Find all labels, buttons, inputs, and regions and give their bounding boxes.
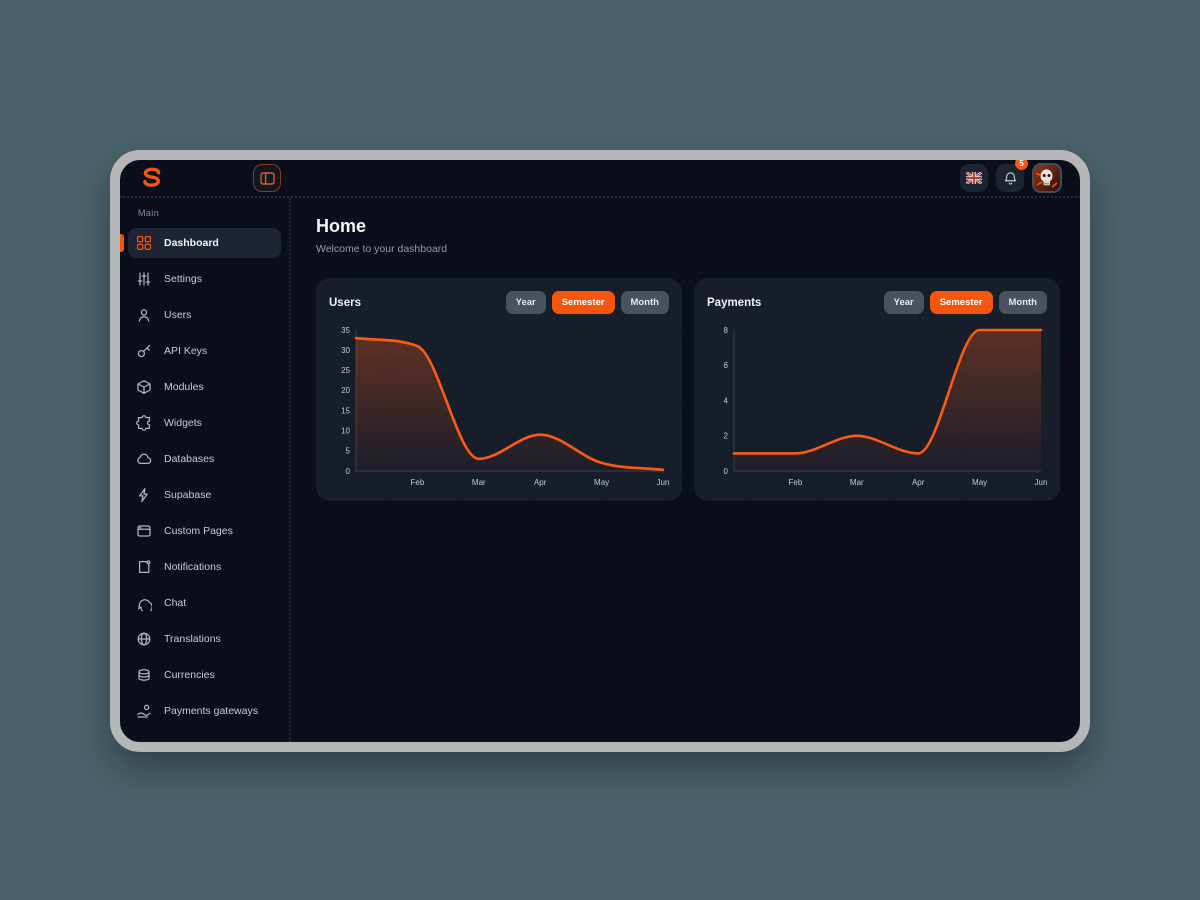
sidebar-item-custom-pages[interactable]: Custom Pages [128,516,281,546]
users-filter-semester[interactable]: Semester [551,291,615,314]
svg-text:20: 20 [341,386,350,395]
sidebar-item-label: Payments gateways [164,705,258,717]
cloud-icon [136,451,152,467]
sidebar-item-widgets[interactable]: Widgets [128,408,281,438]
svg-text:35: 35 [341,326,350,335]
payments-filter-semester[interactable]: Semester [929,291,993,314]
users-chart: 0 5 10 15 20 25 30 35 Feb Mar Apr May Jun [341,326,669,487]
users-filter-group: Year Semester Month [505,291,669,314]
payments-chart: 0 2 4 6 8 Feb Mar Apr May Jun [724,326,1047,487]
svg-text:8: 8 [724,326,729,335]
sidebar-item-label: Users [164,309,192,321]
hand-coin-icon [136,703,152,719]
sidebar-item-label: Dashboard [164,237,219,249]
svg-text:4: 4 [724,396,729,405]
svg-text:Feb: Feb [411,478,425,487]
svg-text:Apr: Apr [912,478,925,487]
svg-text:Jun: Jun [657,478,669,487]
svg-text:2: 2 [724,432,729,441]
users-filter-month[interactable]: Month [620,291,669,314]
svg-text:May: May [972,478,987,487]
users-filter-year[interactable]: Year [505,291,546,314]
cube-icon [136,379,152,395]
sidebar-item-settings[interactable]: Settings [128,264,281,294]
svg-text:Mar: Mar [472,478,486,487]
sidebar-item-api-keys[interactable]: API Keys [128,336,281,366]
svg-text:10: 10 [341,427,350,436]
sidebar-item-payments-gateways[interactable]: Payments gateways [128,696,281,726]
language-button[interactable] [960,164,988,192]
browser-icon [136,523,152,539]
grid-icon [136,235,152,251]
svg-text:30: 30 [341,346,350,355]
main-content: Home Welcome to your dashboard Users Yea… [291,198,1080,742]
sidebar-item-label: Chat [164,597,187,609]
svg-text:6: 6 [724,361,729,370]
sidebar-item-label: Databases [164,453,215,465]
sidebar-item-modules[interactable]: Modules [128,372,281,402]
svg-text:0: 0 [724,467,729,476]
sidebar-item-chat[interactable]: Chat [128,588,281,618]
users-chart-title: Users [329,296,361,309]
svg-text:Jun: Jun [1035,478,1047,487]
user-avatar[interactable] [1032,163,1062,193]
sidebar-item-dashboard[interactable]: Dashboard [120,228,281,258]
panel-collapse-icon [259,171,275,185]
sidebar-item-label: Currencies [164,669,215,681]
users-chart-card: Users Year Semester Month 0 5 10 15 20 25 30 35… [316,278,682,501]
sidebar-item-databases[interactable]: Databases [128,444,281,474]
svg-text:May: May [594,478,609,487]
sidebar-item-label: Supabase [164,489,212,501]
sidebar-item-label: Widgets [164,417,202,429]
payments-chart-card: Payments Year Semester Month 0 2 4 6 8 Feb Mar… [694,278,1060,501]
svg-text:5: 5 [346,447,351,456]
note-icon [136,559,152,575]
key-icon [136,343,152,359]
svg-text:0: 0 [346,467,351,476]
payments-chart-title: Payments [707,296,762,309]
chat-icon [136,595,152,611]
sidebar-item-label: Notifications [164,561,222,573]
sidebar-item-label: Settings [164,273,202,285]
bell-icon [1004,171,1016,185]
puzzle-icon [136,415,152,431]
sliders-icon [136,271,152,287]
page-subtitle: Welcome to your dashboard [316,243,448,255]
sidebar-item-label: Modules [164,381,204,393]
svg-text:25: 25 [341,366,350,375]
sidebar-toggle-button[interactable] [253,164,281,192]
sidebar-item-label: Translations [164,633,221,645]
payments-filter-group: Year Semester Month [883,291,1047,314]
svg-text:Apr: Apr [534,478,547,487]
sidebar-item-users[interactable]: Users [128,300,281,330]
sidebar-item-label: API Keys [164,345,208,357]
sidebar-item-currencies[interactable]: Currencies [128,660,281,690]
sidebar-section-label: Main [138,208,160,218]
uk-flag-icon [966,172,982,184]
s-logo [140,166,164,190]
svg-text:15: 15 [341,406,350,415]
sidebar-item-notifications[interactable]: Notifications [128,552,281,582]
svg-text:Mar: Mar [850,478,864,487]
notification-count-badge: 5 [1015,160,1028,170]
page-title: Home [316,216,367,236]
sidebar-item-label: Custom Pages [164,525,233,537]
sidebar: Main Dashboard Settings Users API Keys Modul… [120,198,291,742]
active-indicator [120,234,124,252]
coins-icon [136,667,152,683]
notifications-button[interactable]: 5 [996,160,1028,192]
sidebar-item-supabase[interactable]: Supabase [128,480,281,510]
payments-filter-month[interactable]: Month [998,291,1047,314]
globe-icon [136,631,152,647]
bolt-icon [136,487,152,503]
sidebar-item-translations[interactable]: Translations [128,624,281,654]
topbar: 5 [120,160,1080,198]
svg-text:Feb: Feb [789,478,803,487]
app-window: 5 [110,150,1090,752]
payments-filter-year[interactable]: Year [883,291,924,314]
user-icon [136,307,152,323]
